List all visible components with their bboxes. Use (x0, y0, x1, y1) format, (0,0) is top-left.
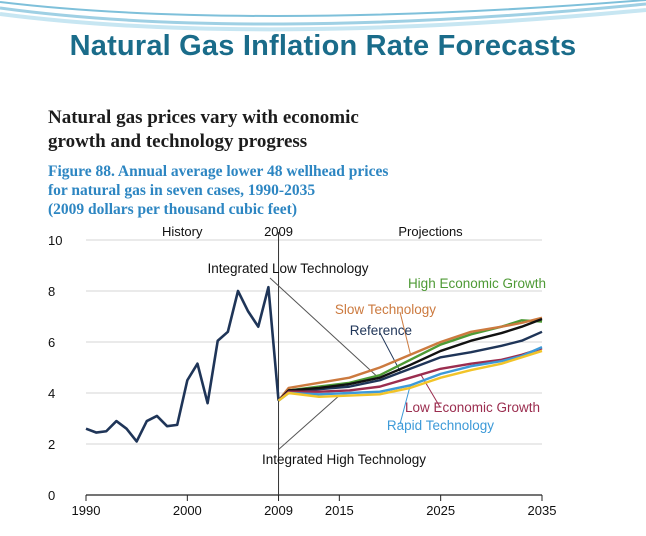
segment-label-projections: Projections (398, 224, 463, 239)
x-tick-label: 2035 (528, 503, 557, 518)
y-tick-label: 8 (48, 284, 55, 299)
leader-line-slow-tech (399, 311, 411, 354)
segment-label-history: History (162, 224, 203, 239)
x-tick-label: 1990 (72, 503, 101, 518)
x-tick-label: 2009 (264, 503, 293, 518)
figure-card (34, 96, 624, 528)
headline-line-1: Natural gas prices vary with economic (48, 107, 359, 128)
series-line-integrated-low-technology (277, 317, 543, 402)
y-tick-label: 0 (48, 488, 55, 503)
series-line-history (85, 285, 280, 443)
slide-title: Natural Gas Inflation Rate Forecasts (69, 30, 577, 62)
series-label-integrated-high-technology: Integrated High Technology (262, 452, 426, 467)
y-tick-label: 10 (48, 233, 62, 248)
figure-headline: Natural gas prices vary with economic gr… (48, 106, 608, 154)
series-label-reference: Reference (350, 323, 412, 338)
y-tick-label: 4 (48, 386, 55, 401)
series-line-low-economic-growth (277, 347, 543, 402)
figure-caption: Figure 88. Annual average lower 48 wellh… (48, 162, 608, 219)
x-tick-label: 2015 (325, 503, 354, 518)
headline-line-2: growth and technology progress (48, 131, 308, 152)
x-tick-label: 2025 (426, 503, 455, 518)
series-label-integrated-low-technology: Integrated Low Technology (207, 261, 368, 276)
series-label-rapid-technology: Rapid Technology (387, 418, 494, 433)
segment-labels: History 2009 Projections (162, 224, 463, 239)
series-line-rapid-technology (277, 346, 543, 402)
series-labels: Integrated Low Technology High Economic G… (207, 261, 546, 467)
series-lines (85, 285, 543, 443)
leader-line-integrated-high (277, 395, 340, 451)
series-line-slow-technology (277, 316, 543, 402)
y-tick-label: 6 (48, 335, 55, 350)
slide-header-decoration (0, 0, 646, 32)
x-axis: 1990 2000 2009 2015 2025 2035 (72, 495, 557, 518)
series-line-integrated-high-technology (277, 349, 543, 402)
series-label-slow-technology: Slow Technology (335, 302, 436, 317)
caption-line-3: (2009 dollars per thousand cubic feet) (48, 201, 298, 218)
series-label-low-economic-growth: Low Economic Growth (405, 400, 540, 415)
y-tick-label: 2 (48, 437, 55, 452)
caption-line-2: for natural gas in seven cases, 1990-203… (48, 182, 316, 199)
leader-line-reference (379, 332, 401, 372)
leader-line-rapid-tech (399, 385, 411, 425)
x-tick-label: 2000 (173, 503, 202, 518)
leader-line-integrated-low (269, 277, 381, 380)
caption-line-1: Figure 88. Annual average lower 48 wellh… (48, 163, 389, 180)
y-axis: 0 2 4 6 8 10 (48, 233, 62, 503)
series-label-high-economic-growth: High Economic Growth (408, 276, 546, 291)
segment-label-divider: 2009 (264, 224, 293, 239)
